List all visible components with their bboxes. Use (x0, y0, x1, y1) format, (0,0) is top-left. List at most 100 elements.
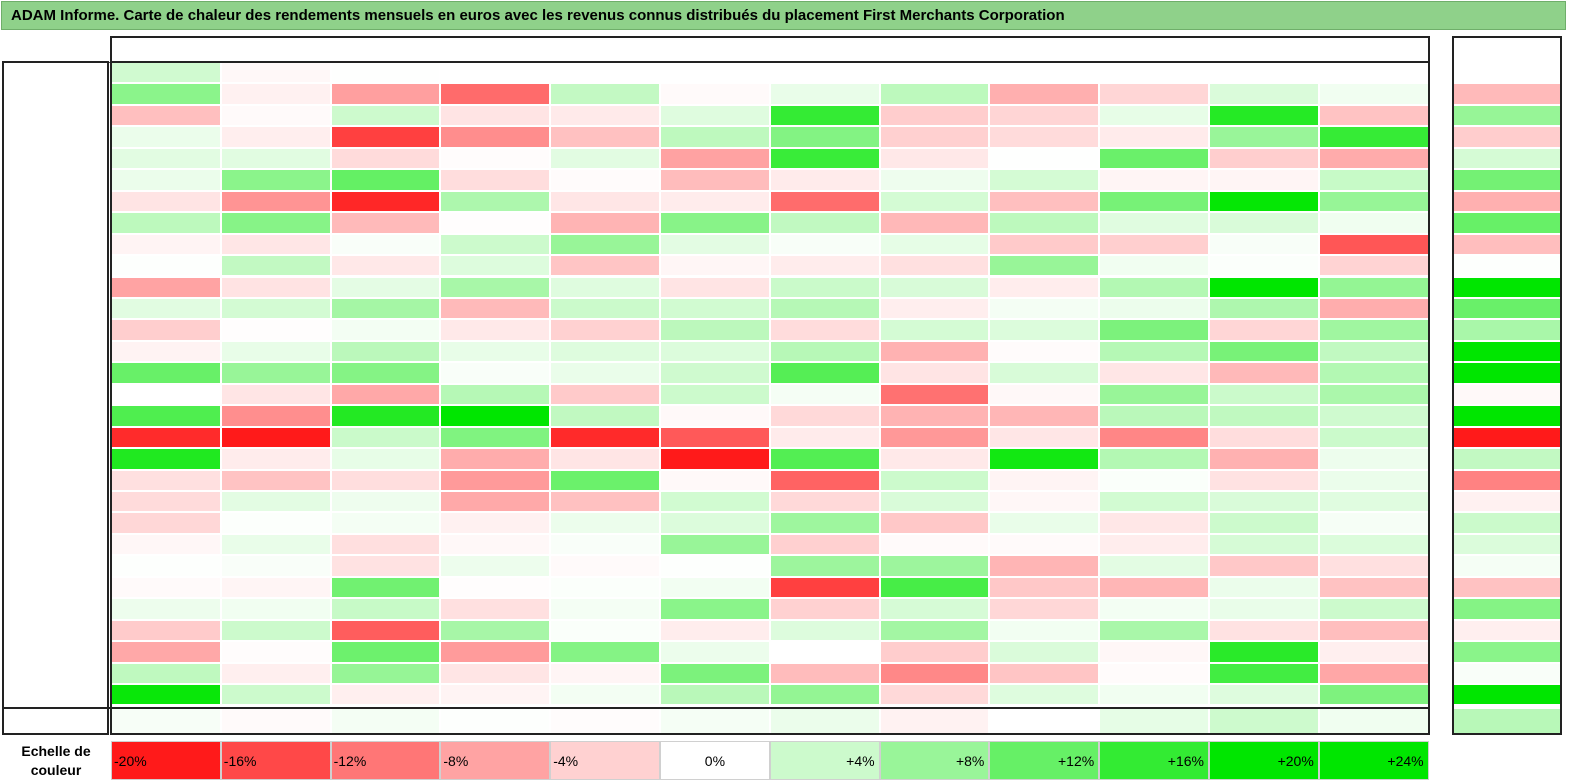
heatmap-cell (1319, 534, 1428, 555)
heatmap-cell (770, 556, 879, 576)
color-scale-swatch: +24% (1318, 741, 1429, 780)
month-header (440, 37, 550, 62)
heatmap-cell (880, 84, 989, 104)
annual-cell (1454, 234, 1560, 255)
heatmap-cell (880, 642, 989, 662)
heatmap-cell (441, 363, 550, 383)
heatmap-cell (990, 148, 1099, 169)
heatmap-cell (1319, 213, 1428, 233)
heatmap-cell (661, 492, 769, 512)
heatmap-cell (551, 556, 659, 576)
heatmap-cell (661, 449, 769, 469)
heatmap-cell (331, 341, 440, 362)
heatmap-cell (661, 406, 769, 426)
heatmap-cell (661, 298, 769, 319)
heatmap-cell (1100, 384, 1208, 405)
heatmap-cell (1210, 63, 1318, 83)
heatmap-cell (1210, 642, 1318, 662)
heatmap-cell (880, 191, 989, 212)
annual-cell (1454, 341, 1560, 362)
heatmap-cell (331, 170, 440, 190)
heatmap-cell (661, 127, 769, 147)
heatmap-cell (331, 363, 440, 383)
annual-cell (1454, 577, 1560, 598)
year-label (3, 83, 109, 104)
heatmap-cell (880, 470, 989, 490)
heatmap-cell (661, 320, 769, 340)
heatmap-cell (661, 513, 769, 533)
average-cell (661, 708, 769, 733)
heatmap-cell (661, 148, 769, 169)
average-cell (221, 708, 330, 733)
heatmap-cell (1210, 363, 1318, 383)
heatmap-cell (990, 577, 1099, 598)
heatmap-cell (770, 427, 879, 448)
heatmap-cell (1319, 427, 1428, 448)
heatmap-cell (770, 642, 879, 662)
heatmap-cell (1319, 298, 1428, 319)
color-scale-swatch: 0% (660, 741, 770, 780)
annual-cell (1454, 363, 1560, 383)
heatmap-cell (880, 577, 989, 598)
year-label (3, 512, 109, 533)
annual-cell (1454, 127, 1560, 147)
heatmap-cell (661, 642, 769, 662)
heatmap-cell (331, 406, 440, 426)
heatmap-cell (990, 341, 1099, 362)
heatmap-cell (441, 105, 550, 126)
heatmap-cell (551, 277, 659, 297)
heatmap-cell (441, 449, 550, 469)
heatmap-cell (990, 663, 1099, 684)
heatmap-cell (990, 427, 1099, 448)
year-label (3, 405, 109, 426)
heatmap-cell (990, 213, 1099, 233)
heatmap-cell (1210, 105, 1318, 126)
heatmap-cell (551, 642, 659, 662)
heatmap-cell (221, 427, 330, 448)
heatmap-cell (770, 449, 879, 469)
heatmap-cell (221, 599, 330, 619)
heatmap-cell (1210, 685, 1318, 705)
heatmap-cell (331, 513, 440, 533)
heatmap-cell (661, 234, 769, 255)
heatmap-cell (221, 449, 330, 469)
heatmap-cell (990, 105, 1099, 126)
year-label (3, 577, 109, 598)
heatmap-cell (770, 620, 879, 641)
annual-cell (1454, 105, 1560, 126)
color-scale-swatch: -16% (220, 741, 331, 780)
heatmap-cell (770, 63, 879, 83)
heatmap-cell (880, 256, 989, 276)
heatmap-cell (441, 148, 550, 169)
average-label (3, 708, 109, 734)
heatmap-cell (1319, 663, 1428, 684)
heatmap-cell (661, 341, 769, 362)
heatmap-cell (331, 620, 440, 641)
color-scale-swatch: +12% (989, 741, 1100, 780)
heatmap-cell (551, 191, 659, 212)
heatmap-cell (1319, 63, 1428, 83)
heatmap-cell (661, 384, 769, 405)
heatmap-cell (441, 277, 550, 297)
heatmap-cell (661, 620, 769, 641)
annual-cell (1454, 513, 1560, 533)
heatmap-cell (1319, 256, 1428, 276)
heatmap-cell (221, 170, 330, 190)
heatmap-cell (1210, 127, 1318, 147)
year-label (3, 641, 109, 662)
year-label (3, 470, 109, 491)
month-header (1319, 37, 1429, 62)
annual-cell (1454, 685, 1560, 705)
heatmap-cell (990, 406, 1099, 426)
year-label (3, 169, 109, 190)
heatmap-cell (221, 534, 330, 555)
average-cell (1210, 708, 1318, 733)
heatmap-cell (770, 170, 879, 190)
heatmap-cell (331, 449, 440, 469)
heatmap-cell (770, 213, 879, 233)
year-label (3, 598, 109, 619)
heatmap-cell (112, 127, 220, 147)
heatmap-cell (331, 63, 440, 83)
heatmap-cell (1319, 148, 1428, 169)
annual-cell (1454, 148, 1560, 169)
